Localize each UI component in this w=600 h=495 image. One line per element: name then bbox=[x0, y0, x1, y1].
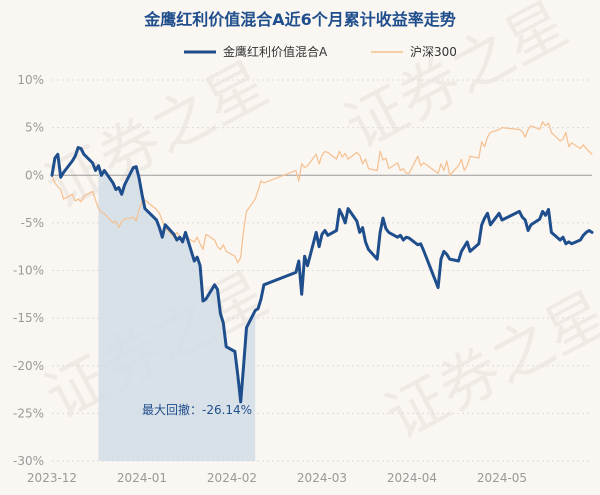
legend-label-fund: 金鹰红利价值混合A bbox=[223, 44, 328, 59]
y-tick-label: -20% bbox=[13, 359, 44, 373]
x-tick-label: 2023-12 bbox=[27, 471, 77, 485]
x-tick-label: 2024-01 bbox=[117, 471, 167, 485]
series-layer bbox=[50, 121, 594, 404]
y-tick-label: -5% bbox=[21, 216, 44, 230]
y-tick-label: -15% bbox=[13, 311, 44, 325]
y-tick-label: 5% bbox=[25, 121, 44, 135]
y-tick-label: 10% bbox=[17, 73, 44, 87]
y-tick-label: -10% bbox=[13, 264, 44, 278]
chart-title: 金鹰红利价值混合A近6个月累计收益率走势 bbox=[143, 10, 456, 29]
x-axis-ticks: 2023-12 2024-01 2024-02 2024-03 2024-04 2024-… bbox=[27, 471, 527, 485]
y-tick-label: -30% bbox=[13, 454, 44, 468]
max-drawdown-area bbox=[98, 165, 256, 461]
legend: 金鹰红利价值混合A 沪深300 bbox=[184, 44, 457, 59]
series-line-index bbox=[51, 121, 593, 264]
y-tick-label: -25% bbox=[13, 406, 44, 420]
legend-label-index: 沪深300 bbox=[410, 45, 457, 59]
watermark-text: 证券之星 bbox=[34, 49, 279, 223]
x-tick-label: 2024-03 bbox=[297, 471, 347, 485]
x-tick-label: 2024-04 bbox=[387, 471, 437, 485]
series-line-fund bbox=[50, 146, 594, 404]
max-drawdown-label: 最大回撤：-26.14% bbox=[142, 402, 252, 417]
y-tick-label: 0% bbox=[25, 168, 44, 182]
x-tick-label: 2024-05 bbox=[477, 471, 527, 485]
drawdown-area-group bbox=[98, 165, 256, 461]
x-tick-label: 2024-02 bbox=[207, 471, 257, 485]
y-axis-ticks: 10% 5% 0% -5% -10% -15% -20% -25% -30% bbox=[13, 73, 44, 468]
